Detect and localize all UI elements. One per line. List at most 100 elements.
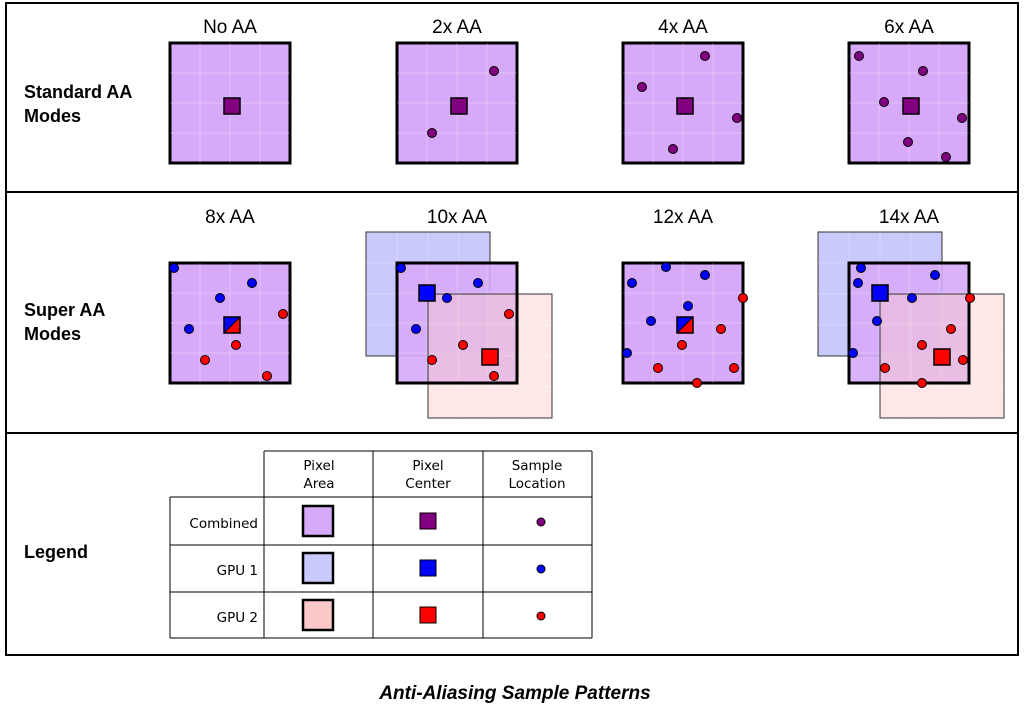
sample-location-gpu2 [677,340,687,350]
legend-col-sample-location-2: Location [508,476,565,492]
pixel-center-combined [223,316,241,334]
pixel-center-combined [676,97,694,115]
sample-location-gpu1 [396,263,406,273]
legend-col-pixel-area-1: Pixel [303,458,334,474]
sample-location-gpu2 [917,378,927,388]
super-aa-label-line1: Super AA [24,300,105,320]
mode-title-4x: 4x AA [658,17,708,38]
sample-location-combined [903,137,913,147]
sample-location-gpu2 [738,293,748,303]
caption: Anti-Aliasing Sample Patterns [378,683,650,704]
sample-location-gpu2 [729,363,739,373]
legend-table [169,450,593,639]
legend-row-combined: Combined [189,516,258,532]
legend-pixel-area-gpu2 [301,598,335,632]
legend-col-sample-location-1: Sample [512,458,563,474]
legend-sample-location-gpu1 [536,564,546,574]
pixel-center-gpu1 [418,284,436,302]
sample-location-gpu1 [930,270,940,280]
mode-title-14x: 14x AA [879,207,940,228]
legend-label: Legend [24,542,88,562]
mode-title-10x: 10x AA [427,207,488,228]
sample-location-gpu1 [627,278,637,288]
mode-title-8x: 8x AA [205,207,255,228]
sample-location-gpu2 [716,324,726,334]
legend-sample-location-gpu2 [536,611,546,621]
sample-location-gpu2 [917,340,927,350]
pixel-center-gpu1 [871,284,889,302]
sample-location-gpu2 [653,363,663,373]
sample-location-gpu2 [262,371,272,381]
pixel-center-combined [676,316,694,334]
sample-location-gpu2 [200,355,210,365]
sample-location-gpu2 [880,363,890,373]
pattern-6x-aa [847,41,971,165]
sample-location-combined [854,51,864,61]
pixel-area-combined-border [847,261,971,385]
pattern-10x-aa [365,231,553,419]
sample-location-gpu1 [661,262,671,272]
standard-aa-label-line2: Modes [24,106,81,126]
legend-pixel-center-combined [419,512,437,530]
sample-location-gpu2 [278,309,288,319]
standard-aa-label-line1: Standard AA [24,82,132,102]
sample-location-gpu2 [692,378,702,388]
sample-location-gpu1 [872,316,882,326]
legend-col-pixel-center-1: Pixel [412,458,443,474]
sample-location-gpu1 [247,278,257,288]
pixel-center-gpu2 [481,348,499,366]
pixel-center-divider [223,316,241,334]
legend-pixel-center-gpu1 [419,559,437,577]
sample-location-gpu1 [700,270,710,280]
sample-location-combined [957,113,967,123]
legend-pixel-area-gpu1 [301,551,335,585]
sample-location-gpu2 [427,355,437,365]
legend-pixel-area-combined [301,504,335,538]
mode-title-no-aa: No AA [203,17,257,38]
sample-location-gpu1 [411,324,421,334]
sample-location-combined [918,66,928,76]
legend-col-pixel-area-2: Area [303,476,334,492]
pixel-center-combined [450,97,468,115]
sample-location-gpu1 [853,278,863,288]
legend-pixel-center-gpu2 [419,606,437,624]
panels [5,2,1019,656]
sample-location-gpu1 [907,293,917,303]
legend-row-gpu2: GPU 2 [217,610,258,626]
sample-location-gpu1 [169,263,179,273]
sample-location-combined [732,113,742,123]
pixel-center-divider [676,316,694,334]
sample-location-gpu1 [473,278,483,288]
pattern-no-aa [168,41,292,165]
sample-location-gpu1 [848,348,858,358]
sample-location-gpu1 [646,316,656,326]
sample-location-gpu1 [215,293,225,303]
super-aa-label-line2: Modes [24,324,81,344]
sample-location-gpu2 [946,324,956,334]
sample-location-combined [427,128,437,138]
sample-location-gpu1 [184,324,194,334]
sample-location-gpu1 [683,301,693,311]
pixel-center-gpu2 [933,348,951,366]
sample-location-gpu1 [442,293,452,303]
sample-location-gpu1 [856,263,866,273]
legend-swatches [301,504,546,632]
sample-location-combined [668,144,678,154]
sample-location-gpu2 [458,340,468,350]
sample-location-gpu2 [231,340,241,350]
sample-location-combined [489,66,499,76]
pattern-12x-aa [621,261,748,388]
legend-panel [5,432,1019,656]
sample-location-gpu2 [504,309,514,319]
sample-location-combined [879,97,889,107]
mode-title-12x: 12x AA [653,207,714,228]
sample-location-combined [637,82,647,92]
pixel-center-combined [902,97,920,115]
pixel-area-combined-border [395,261,519,385]
pattern-4x-aa [621,41,745,165]
legend-sample-location-combined [536,517,546,527]
sample-location-gpu2 [965,293,975,303]
sample-location-gpu1 [622,348,632,358]
legend-col-pixel-center-2: Center [405,476,451,492]
